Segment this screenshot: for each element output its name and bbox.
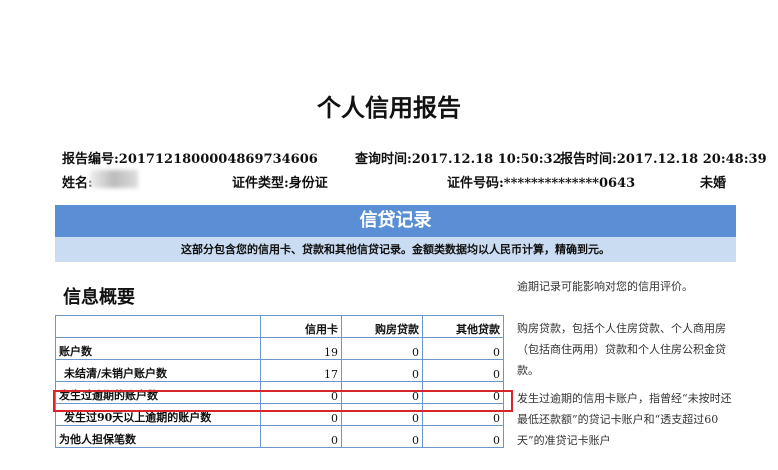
cell: 0 — [422, 359, 504, 382]
credit-record-banner: 信贷记录 — [55, 205, 736, 237]
table-row: 账户数 19 0 0 — [55, 337, 504, 360]
cell: 0 — [341, 359, 423, 382]
id-type: 证件类型:身份证 — [232, 176, 328, 191]
section-heading: 信息概要 — [63, 287, 135, 308]
credit-record-description: 这部分包含您的信用卡、贷款和其他信贷记录。金额类数据均以人民币计算，精确到元。 — [55, 237, 736, 262]
marital-status: 未婚 — [700, 176, 727, 191]
row-label: 未结清/未销户账户数 — [55, 359, 261, 382]
row-label: 账户数 — [55, 337, 261, 360]
name-label: 姓名: — [62, 176, 93, 191]
report-title: 个人信用报告 — [317, 94, 461, 122]
query-time: 查询时间:2017.12.18 10:50:32 — [355, 152, 562, 167]
summary-table: 信用卡 购房贷款 其他贷款 账户数 19 0 0 未结清/未销户账户数 17 0 0 发生过… — [55, 315, 504, 448]
header-cell: 购房贷款 — [341, 315, 423, 338]
table-header-row: 信用卡 购房贷款 其他贷款 — [55, 315, 504, 338]
table-row: 发生过逾期的账户数 0 0 0 — [55, 381, 504, 404]
cell: 0 — [422, 425, 504, 448]
note-overdue-card: 发生过逾期的信用卡账户，指曾经“未按时还最低还款额”的贷记卡账户和“透支超过60… — [517, 392, 732, 447]
header-cell: 其他贷款 — [422, 315, 504, 338]
highlight-box — [53, 390, 513, 412]
table-row: 为他人担保笔数 0 0 0 — [55, 425, 504, 448]
row-label: 为他人担保笔数 — [55, 425, 261, 448]
report-time: 报告时间:2017.12.18 20:48:39 — [560, 152, 767, 167]
header-cell — [55, 315, 261, 338]
table-row: 未结清/未销户账户数 17 0 0 — [55, 359, 504, 382]
cell: 19 — [260, 337, 342, 360]
redacted-name — [90, 170, 138, 188]
cell: 17 — [260, 359, 342, 382]
table-row: 发生过90天以上逾期的账户数 0 0 0 — [55, 403, 504, 426]
cell: 0 — [341, 337, 423, 360]
id-number: 证件号码:**************0643 — [447, 176, 636, 191]
header-cell: 信用卡 — [260, 315, 342, 338]
note-overdue-impact: 逾期记录可能影响对您的信用评价。 — [517, 280, 693, 293]
cell: 0 — [422, 337, 504, 360]
cell: 0 — [260, 425, 342, 448]
note-housing-loan: 购房贷款，包括个人住房贷款、个人商用房（包括商住两用）贷款和个人住房公积金贷款。 — [517, 322, 726, 377]
report-number: 报告编号:2017121800004869734606 — [62, 152, 318, 167]
cell: 0 — [341, 425, 423, 448]
